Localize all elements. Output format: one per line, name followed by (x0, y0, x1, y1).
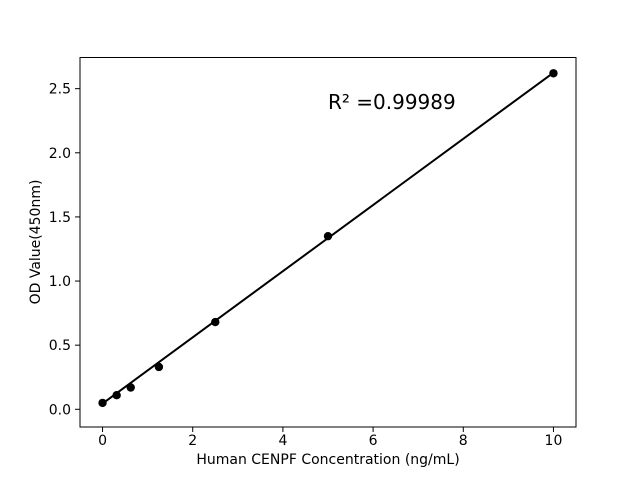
x-tick-label: 6 (369, 433, 378, 449)
x-tick-label: 2 (188, 433, 197, 449)
y-tick-label: 0.5 (49, 338, 71, 354)
x-tick-label: 4 (278, 433, 287, 449)
r-squared-annotation: R² =0.99989 (328, 90, 456, 114)
y-tick-label: 2.0 (49, 146, 71, 162)
plot-area: 0 2 4 6 8 10 0.0 0.5 1.0 1.5 2.0 2.5 (49, 57, 577, 449)
y-tick-label: 1.5 (49, 210, 71, 226)
y-tick-label: 1.0 (49, 274, 71, 290)
y-tick-label: 0.0 (49, 402, 71, 418)
axes-spines (79, 57, 577, 428)
y-axis-label: OD Value(450nm) (28, 180, 44, 305)
data-point (98, 398, 107, 408)
y-tick-label: 2.5 (49, 82, 71, 98)
x-axis-label: Human CENPF Concentration (ng/mL) (196, 452, 459, 468)
data-point (126, 383, 135, 392)
data-point (549, 69, 558, 78)
x-tick-label: 10 (545, 433, 563, 449)
x-tick-label: 8 (459, 433, 468, 449)
data-point (211, 317, 220, 327)
data-point (323, 231, 333, 241)
data-point (154, 362, 164, 372)
data-point (112, 390, 121, 400)
x-tick-label: 0 (98, 433, 107, 449)
